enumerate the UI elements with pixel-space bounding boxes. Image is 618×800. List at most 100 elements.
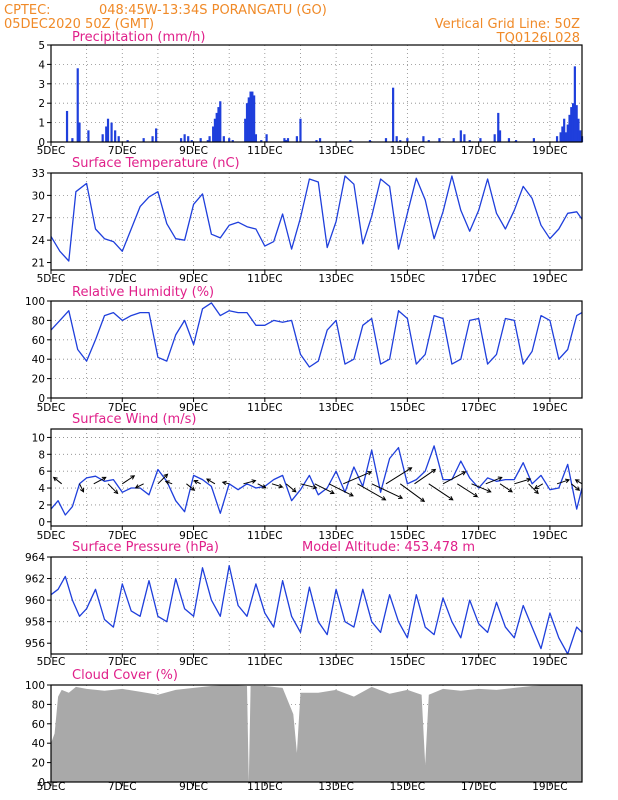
humidity-xtick-label: 7DEC (108, 402, 137, 414)
precipitation-bar (315, 140, 318, 142)
cloud-cover-ytick-label: 20 (32, 758, 45, 770)
pressure-ytick-label: 962 (25, 574, 45, 586)
wind-series-line (50, 445, 583, 516)
precipitation-xtick-label: 9DEC (179, 145, 208, 157)
precipitation-xtick-label: 7DEC (108, 145, 137, 157)
temperature-ytick-label: 33 (32, 168, 45, 180)
precipitation-bar (285, 140, 288, 142)
wind-vector-arrow (385, 467, 413, 485)
precipitation-bar (208, 136, 211, 142)
wind-vector-arrow (428, 483, 454, 501)
humidity-xtick-label: 13DEC (318, 402, 353, 414)
humidity-xtick-label: 19DEC (532, 402, 567, 414)
pressure-xtick-label: 5DEC (37, 656, 66, 668)
wind-vector-arrow (514, 477, 532, 485)
precipitation-bar (71, 138, 74, 142)
humidity-xtick-label: 17DEC (461, 402, 496, 414)
precipitation-bar (76, 68, 79, 142)
temperature-xtick-label: 15DEC (390, 273, 425, 285)
wind-vector-arrow (399, 483, 426, 503)
cloud-cover-xtick-label: 15DEC (390, 781, 425, 793)
precipitation-bar (555, 136, 559, 142)
wind-vector-arrow (314, 483, 335, 495)
precipitation-bar (215, 112, 218, 142)
cloud-cover-ytick-label: 100 (25, 680, 45, 692)
wind-vector-arrow (574, 479, 583, 485)
cloud-cover-ytick-label: 60 (32, 719, 45, 731)
precipitation-ytick-label: 1 (38, 118, 45, 130)
precipitation-bar (253, 95, 256, 142)
precipitation-xtick-label: 15DEC (390, 145, 425, 157)
wind-vector-arrow (243, 479, 257, 485)
precipitation-ytick-label: 5 (38, 40, 45, 52)
pressure-grid (51, 557, 582, 654)
wind-ytick-label: 10 (32, 432, 45, 444)
precipitation-xtick-label: 17DEC (461, 145, 496, 157)
wind-vector-arrow (533, 483, 544, 490)
pressure-panel: Surface Pressure (hPa) 956 958 960 962 964 5DE… (25, 540, 583, 668)
pressure-xtick-label: 13DEC (318, 656, 353, 668)
wind-vector-arrow (570, 483, 581, 491)
precipitation-bar (507, 138, 511, 142)
precipitation-bar (206, 140, 209, 142)
header-model-code: TQ0126L028 (496, 31, 580, 46)
wind-vector-arrow (206, 478, 216, 485)
precipitation-grid (51, 45, 582, 142)
precipitation-bar (114, 130, 117, 142)
pressure-xtick-label: 7DEC (108, 656, 137, 668)
wind-vector-arrow (485, 476, 503, 485)
wind-grid (51, 429, 582, 526)
precipitation-bar (564, 132, 568, 142)
precipitation-bar (260, 140, 263, 142)
wind-vector-arrow (79, 483, 85, 493)
precipitation-bar (573, 66, 576, 142)
wind-vector-arrow (456, 483, 479, 498)
precipitation-bar (65, 110, 69, 142)
precipitation-bar (254, 134, 258, 142)
temperature-frame (50, 172, 583, 271)
wind-ytick-label: 8 (38, 449, 45, 461)
precipitation-bar (559, 132, 562, 142)
humidity-xtick-label: 11DEC (247, 402, 282, 414)
wind-vector-arrow (343, 470, 373, 485)
wind-vector-arrow (328, 483, 354, 497)
wind-xtick-label: 15DEC (390, 530, 425, 542)
precipitation-bar (571, 103, 575, 142)
cloud-cover-panel: Cloud Cover (%) 0 20 40 60 80 100 5DEC 7DEC 9DEC 1… (25, 668, 583, 793)
humidity-ytick-label: 20 (32, 374, 45, 386)
precipitation-bar (438, 138, 441, 142)
precipitation-bar (399, 140, 402, 142)
humidity-ytick-label: 0 (38, 393, 45, 405)
humidity-ytick-label: 100 (25, 296, 45, 308)
cloud-cover-area (51, 685, 582, 782)
humidity-series-line (50, 302, 583, 368)
wind-xtick-label: 17DEC (461, 530, 496, 542)
wind-xtick-label: 7DEC (108, 530, 137, 542)
temperature-series-line (50, 175, 583, 262)
temperature-xtick-label: 11DEC (247, 273, 282, 285)
header-source: CPTEC: (4, 3, 51, 18)
humidity-grid (51, 301, 582, 398)
precipitation-bar (422, 136, 425, 142)
wind-vector-arrow (121, 475, 136, 485)
wind-frame (50, 428, 583, 527)
precipitation-bar (392, 87, 395, 142)
wind-vector-arrow (414, 468, 437, 485)
precipitation-ytick-label: 4 (38, 59, 45, 71)
humidity-frame (50, 300, 583, 399)
precipitation-bar (286, 138, 290, 142)
temperature-panel: Surface Temperature (nC) 21 24 27 30 33 5DEC 7D… (32, 156, 583, 285)
wind-xtick-label: 19DEC (532, 530, 567, 542)
precipitation-bar (249, 91, 252, 142)
wind-ytick-label: 6 (38, 466, 45, 478)
temperature-xtick-label: 17DEC (461, 273, 496, 285)
wind-vector-arrow (528, 483, 539, 495)
header-location: 048:45W-13:34S PORANGATU (GO) (99, 3, 327, 18)
cloud-cover-xtick-label: 17DEC (461, 781, 496, 793)
wind-vector-arrow (186, 483, 196, 491)
precipitation-bar (228, 138, 231, 142)
pressure-ytick-label: 960 (25, 595, 45, 607)
precipitation-bar (199, 138, 202, 142)
precipitation-bar (568, 114, 571, 142)
temperature-ytick-label: 24 (32, 235, 46, 247)
